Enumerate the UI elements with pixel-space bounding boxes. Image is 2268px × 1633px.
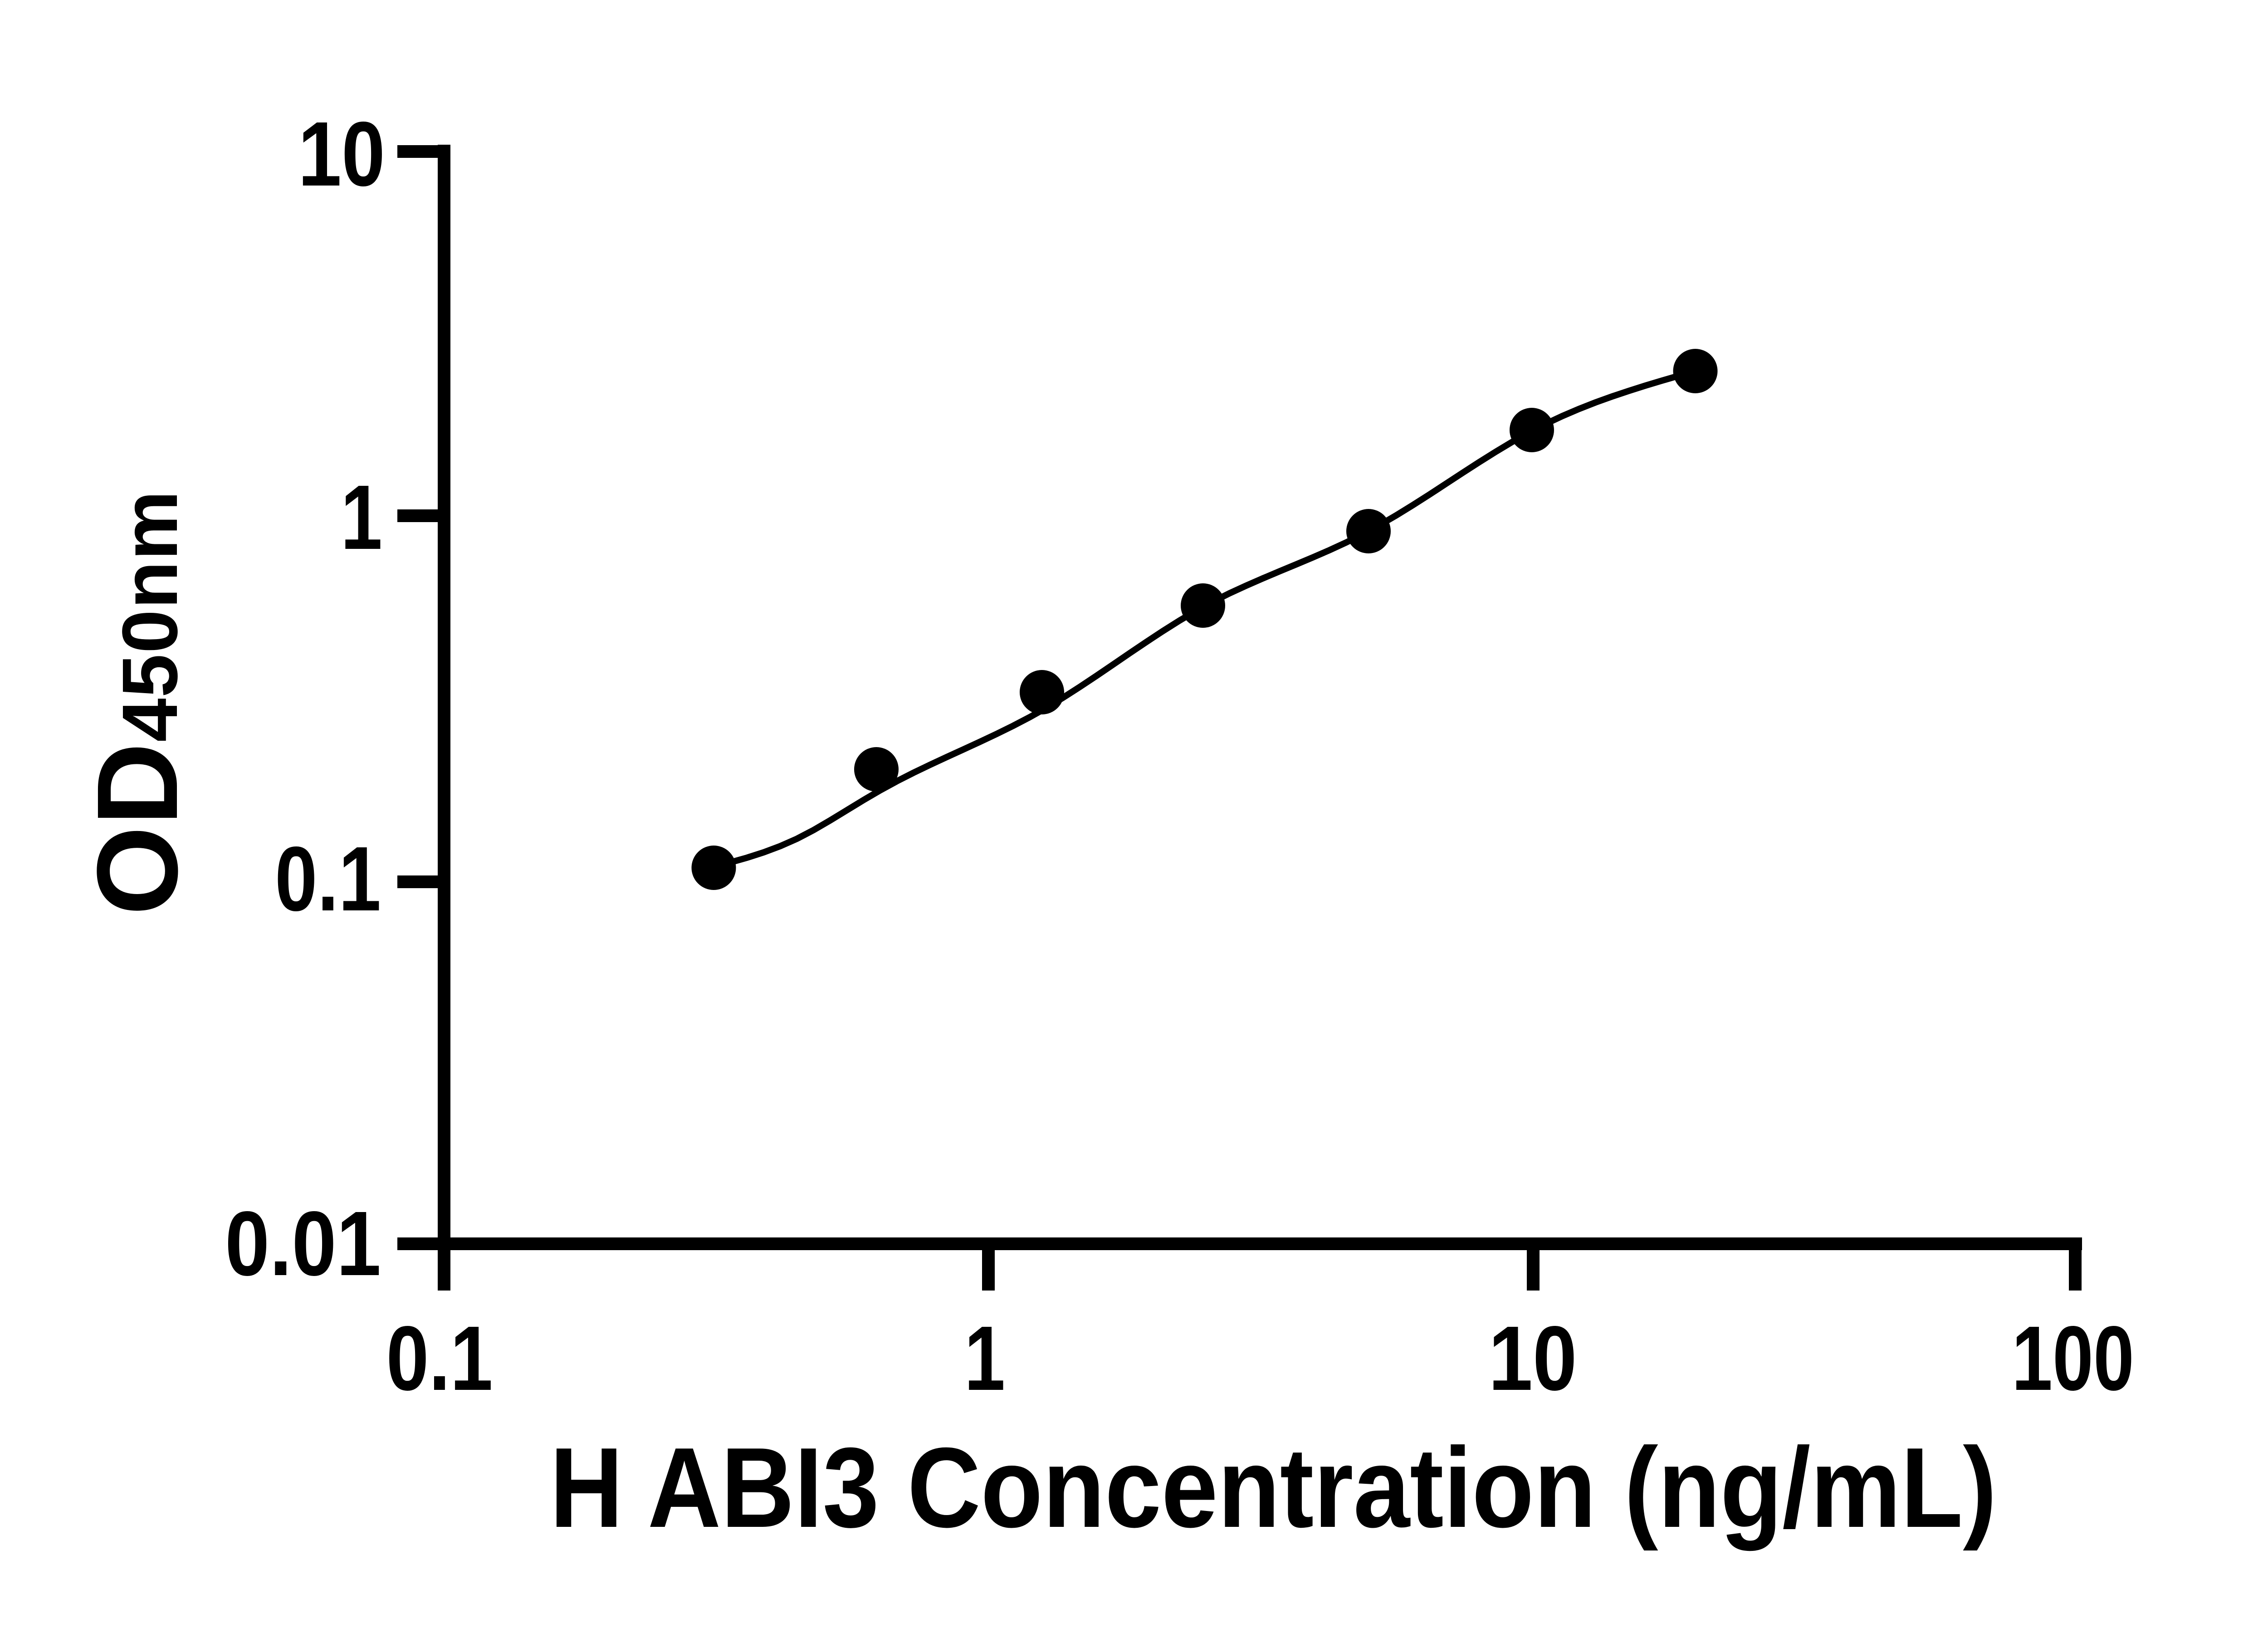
svg-text:0.1: 0.1	[275, 827, 381, 930]
svg-text:10: 10	[1489, 1307, 1577, 1409]
svg-text:H ABI3 Concentration (ng/mL): H ABI3 Concentration (ng/mL)	[550, 1424, 1997, 1551]
svg-text:100: 100	[2012, 1307, 2134, 1409]
svg-text:1: 1	[341, 466, 382, 568]
svg-text:1: 1	[964, 1307, 1005, 1409]
svg-text:0.01: 0.01	[225, 1192, 381, 1295]
svg-text:10: 10	[298, 103, 385, 205]
svg-text:0.1: 0.1	[386, 1307, 493, 1409]
